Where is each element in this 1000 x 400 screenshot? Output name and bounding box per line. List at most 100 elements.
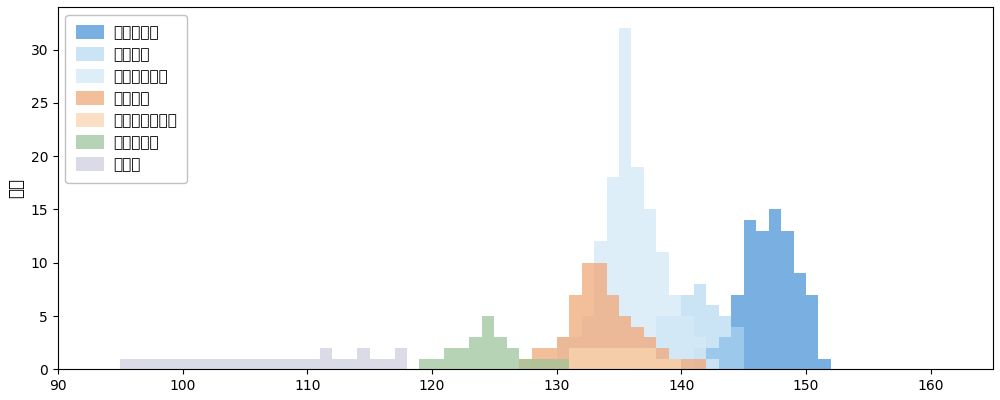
Bar bbox=[731, 295, 744, 369]
Bar bbox=[557, 359, 569, 369]
Bar bbox=[681, 295, 694, 369]
Bar bbox=[694, 359, 706, 369]
Bar bbox=[694, 284, 706, 369]
Bar bbox=[145, 359, 158, 369]
Bar bbox=[607, 348, 619, 369]
Bar bbox=[656, 359, 669, 369]
Bar bbox=[569, 337, 582, 369]
Bar bbox=[494, 337, 507, 369]
Bar bbox=[582, 316, 594, 369]
Bar bbox=[607, 178, 619, 369]
Bar bbox=[694, 348, 706, 369]
Bar bbox=[457, 348, 469, 369]
Bar bbox=[544, 359, 557, 369]
Bar bbox=[345, 359, 357, 369]
Bar bbox=[532, 359, 544, 369]
Bar bbox=[257, 359, 270, 369]
Bar bbox=[357, 348, 370, 369]
Bar bbox=[619, 316, 631, 369]
Legend: ストレート, シュート, カットボール, フォーク, チェンジアップ, スライダー, カーブ: ストレート, シュート, カットボール, フォーク, チェンジアップ, スライダ… bbox=[65, 14, 187, 183]
Bar bbox=[781, 231, 794, 369]
Bar bbox=[232, 359, 245, 369]
Bar bbox=[532, 348, 544, 369]
Bar bbox=[818, 359, 831, 369]
Bar bbox=[806, 295, 818, 369]
Bar bbox=[307, 359, 320, 369]
Bar bbox=[444, 348, 457, 369]
Bar bbox=[706, 305, 719, 369]
Bar bbox=[594, 242, 607, 369]
Bar bbox=[669, 359, 681, 369]
Bar bbox=[594, 348, 607, 369]
Bar bbox=[245, 359, 257, 369]
Bar bbox=[669, 359, 681, 369]
Bar bbox=[557, 337, 569, 369]
Bar bbox=[569, 348, 582, 369]
Bar bbox=[220, 359, 232, 369]
Bar bbox=[607, 295, 619, 369]
Bar bbox=[519, 359, 532, 369]
Bar bbox=[594, 263, 607, 369]
Bar bbox=[644, 348, 656, 369]
Bar bbox=[794, 274, 806, 369]
Bar bbox=[482, 316, 494, 369]
Bar bbox=[532, 359, 544, 369]
Bar bbox=[282, 359, 295, 369]
Bar bbox=[557, 359, 569, 369]
Bar bbox=[382, 359, 395, 369]
Bar bbox=[557, 337, 569, 369]
Bar bbox=[631, 327, 644, 369]
Bar bbox=[544, 359, 557, 369]
Bar bbox=[681, 316, 694, 369]
Bar bbox=[656, 252, 669, 369]
Bar bbox=[619, 28, 631, 369]
Bar bbox=[719, 316, 731, 369]
Bar bbox=[769, 210, 781, 369]
Bar bbox=[332, 359, 345, 369]
Bar bbox=[320, 348, 332, 369]
Bar bbox=[395, 348, 407, 369]
Bar bbox=[582, 263, 594, 369]
Y-axis label: 球数: 球数 bbox=[7, 178, 25, 198]
Bar bbox=[195, 359, 207, 369]
Bar bbox=[731, 327, 744, 369]
Bar bbox=[706, 359, 719, 369]
Bar bbox=[419, 359, 432, 369]
Bar bbox=[619, 348, 631, 369]
Bar bbox=[631, 167, 644, 369]
Bar bbox=[295, 359, 307, 369]
Bar bbox=[544, 359, 557, 369]
Bar bbox=[370, 359, 382, 369]
Bar bbox=[170, 359, 183, 369]
Bar bbox=[669, 295, 681, 369]
Bar bbox=[469, 337, 482, 369]
Bar bbox=[532, 359, 544, 369]
Bar bbox=[756, 231, 769, 369]
Bar bbox=[644, 337, 656, 369]
Bar bbox=[519, 359, 532, 369]
Bar bbox=[669, 316, 681, 369]
Bar bbox=[644, 337, 656, 369]
Bar bbox=[656, 316, 669, 369]
Bar bbox=[569, 295, 582, 369]
Bar bbox=[631, 359, 644, 369]
Bar bbox=[270, 359, 282, 369]
Bar bbox=[719, 337, 731, 369]
Bar bbox=[507, 348, 519, 369]
Bar bbox=[133, 359, 145, 369]
Bar bbox=[644, 210, 656, 369]
Bar bbox=[120, 359, 133, 369]
Bar bbox=[694, 337, 706, 369]
Bar bbox=[631, 348, 644, 369]
Bar bbox=[183, 359, 195, 369]
Bar bbox=[544, 348, 557, 369]
Bar bbox=[656, 348, 669, 369]
Bar bbox=[158, 359, 170, 369]
Bar bbox=[582, 348, 594, 369]
Bar bbox=[207, 359, 220, 369]
Bar bbox=[706, 348, 719, 369]
Bar bbox=[519, 359, 532, 369]
Bar bbox=[681, 359, 694, 369]
Bar bbox=[432, 359, 444, 369]
Bar bbox=[744, 220, 756, 369]
